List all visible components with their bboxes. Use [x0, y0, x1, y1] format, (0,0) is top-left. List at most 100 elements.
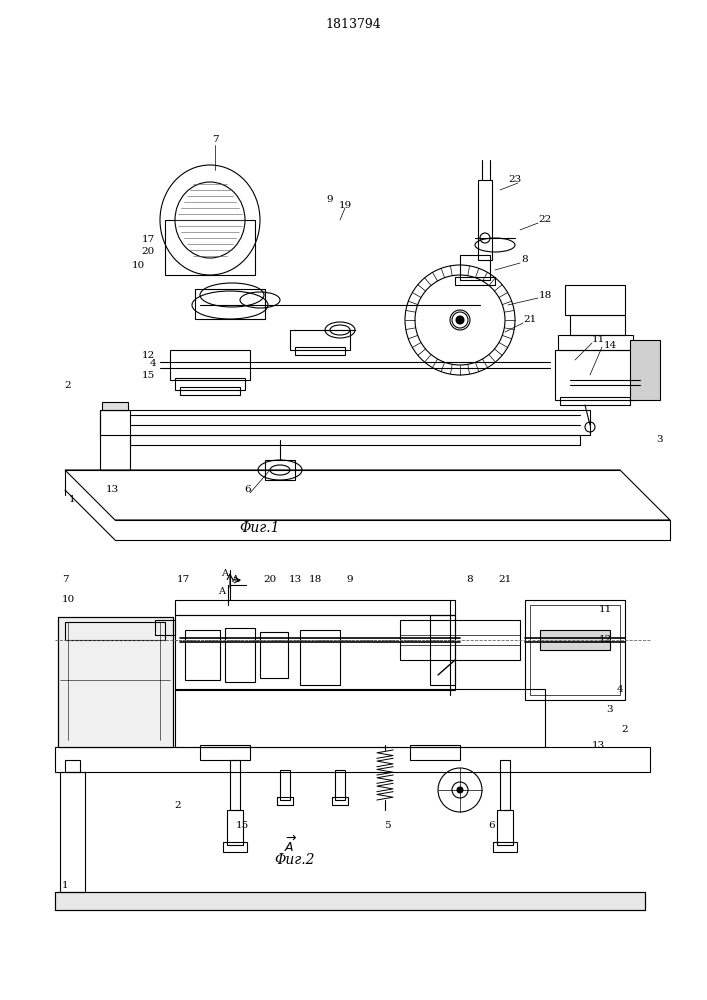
- Bar: [280, 770, 290, 800]
- Bar: [555, 350, 635, 400]
- Bar: [175, 689, 545, 747]
- Text: 13: 13: [591, 740, 604, 750]
- Bar: [630, 340, 660, 400]
- Bar: [185, 630, 220, 680]
- Bar: [400, 620, 520, 660]
- Bar: [525, 600, 625, 700]
- Bar: [497, 810, 513, 845]
- Text: 2: 2: [621, 726, 629, 734]
- Circle shape: [456, 316, 464, 324]
- Text: A: A: [218, 587, 226, 596]
- Bar: [175, 600, 455, 615]
- Bar: [170, 350, 250, 380]
- Text: 6: 6: [245, 486, 251, 494]
- Text: 22: 22: [538, 216, 551, 225]
- Bar: [223, 842, 247, 852]
- Bar: [65, 622, 165, 640]
- Text: 9: 9: [327, 196, 333, 205]
- Bar: [570, 315, 625, 335]
- Text: 5: 5: [384, 820, 390, 830]
- Text: 12: 12: [598, 636, 612, 645]
- Text: 2: 2: [175, 800, 181, 810]
- Text: $\overrightarrow{A}$: $\overrightarrow{A}$: [284, 835, 296, 855]
- Bar: [225, 628, 255, 682]
- Bar: [558, 335, 633, 350]
- Bar: [410, 745, 460, 760]
- Text: 20: 20: [141, 247, 155, 256]
- Text: 1: 1: [69, 495, 76, 504]
- Bar: [300, 630, 340, 685]
- Text: 10: 10: [132, 260, 145, 269]
- Text: 3: 3: [657, 436, 663, 444]
- Text: 18: 18: [308, 576, 322, 584]
- Bar: [265, 460, 295, 480]
- Bar: [295, 347, 345, 355]
- Bar: [55, 892, 645, 910]
- Text: 15: 15: [235, 820, 249, 830]
- Text: 13: 13: [288, 576, 302, 584]
- Circle shape: [457, 787, 463, 793]
- Text: A: A: [231, 576, 239, 584]
- Text: Φиг.2: Φиг.2: [275, 853, 315, 867]
- Text: 21: 21: [498, 576, 512, 584]
- Text: 12: 12: [141, 351, 155, 360]
- Text: 18: 18: [538, 290, 551, 300]
- Bar: [277, 797, 293, 805]
- Text: 7: 7: [211, 135, 218, 144]
- Text: |: |: [226, 585, 230, 594]
- Text: 15: 15: [141, 370, 155, 379]
- Bar: [560, 397, 630, 405]
- Bar: [260, 632, 288, 678]
- Bar: [455, 277, 495, 285]
- Text: 4: 4: [150, 359, 156, 367]
- Bar: [58, 617, 173, 747]
- Bar: [493, 842, 517, 852]
- Bar: [55, 892, 645, 910]
- Bar: [65, 760, 80, 772]
- Bar: [60, 772, 85, 892]
- Text: 7: 7: [62, 576, 69, 584]
- Bar: [102, 402, 128, 410]
- Text: 17: 17: [141, 235, 155, 244]
- Bar: [200, 745, 250, 760]
- Bar: [100, 410, 590, 435]
- Text: 21: 21: [523, 316, 537, 324]
- Bar: [175, 378, 245, 390]
- Bar: [478, 180, 492, 260]
- Text: 10: 10: [62, 595, 75, 604]
- Text: 6: 6: [489, 820, 496, 830]
- Text: 17: 17: [176, 576, 189, 584]
- Text: 2: 2: [64, 380, 71, 389]
- Bar: [540, 630, 610, 650]
- Bar: [58, 617, 173, 747]
- Text: 20: 20: [264, 576, 276, 584]
- Bar: [290, 330, 350, 350]
- Bar: [230, 760, 240, 810]
- Bar: [430, 615, 455, 685]
- Bar: [195, 289, 265, 319]
- Text: 1813794: 1813794: [325, 18, 381, 31]
- Bar: [175, 615, 455, 690]
- Bar: [460, 255, 490, 280]
- Bar: [227, 810, 243, 845]
- Text: 8: 8: [467, 576, 473, 584]
- Polygon shape: [65, 470, 670, 520]
- Bar: [155, 620, 175, 635]
- Text: 23: 23: [508, 176, 522, 184]
- Bar: [565, 285, 625, 315]
- Text: 11: 11: [598, 605, 612, 614]
- Bar: [332, 797, 348, 805]
- Text: 13: 13: [105, 486, 119, 494]
- Bar: [500, 760, 510, 810]
- Text: 19: 19: [339, 200, 351, 210]
- Text: 4: 4: [617, 686, 624, 694]
- Text: 11: 11: [591, 336, 604, 344]
- Bar: [530, 605, 620, 695]
- Text: Φиг.1: Φиг.1: [240, 521, 280, 535]
- Bar: [100, 410, 130, 470]
- Text: 3: 3: [607, 706, 613, 714]
- Bar: [180, 387, 240, 395]
- Bar: [55, 747, 650, 772]
- Text: 1: 1: [62, 880, 69, 890]
- Text: A: A: [221, 570, 228, 578]
